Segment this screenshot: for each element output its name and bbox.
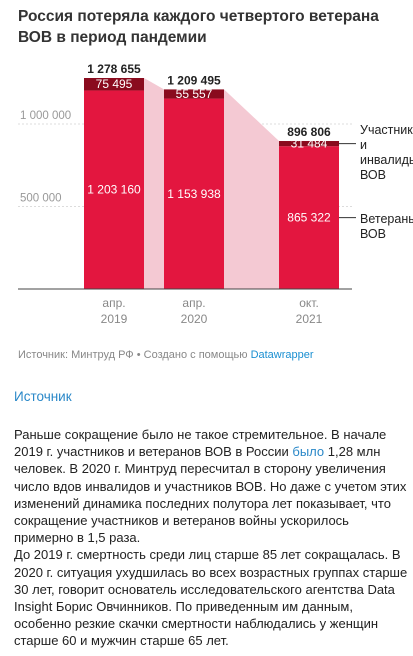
bar-participants (164, 89, 224, 99)
chart-source: Источник: Минтруд РФ • Создано с помощью… (18, 349, 314, 361)
bar-value-label: 55 557 (176, 87, 213, 101)
x-category-label: 2021 (296, 312, 323, 326)
bar-connector (224, 89, 279, 289)
article-paragraph-2: До 2019 г. смертность среди лиц старше 8… (14, 547, 408, 649)
bar-value-label: 865 322 (287, 211, 331, 225)
series-label-participants: ВОВ (360, 168, 386, 182)
article-body: Раньше сокращение было не такое стремите… (14, 426, 409, 650)
series-label-participants: и (360, 138, 367, 152)
article-text: 1,28 млн человек. В 2020 г. Минтруд пере… (14, 444, 407, 546)
article-text: Раньше сокращение было не такое стремите… (14, 427, 387, 460)
series-label-veterans: ВОВ (360, 227, 386, 241)
x-category-label: апр. (182, 296, 205, 310)
bar-participants (279, 141, 339, 147)
x-category-label: апр. (102, 296, 125, 310)
series-label-participants: инвалиды (360, 153, 413, 167)
bar-veterans (84, 90, 144, 289)
bar-veterans (279, 146, 339, 289)
source-text: Источник: Минтруд РФ • Создано с помощью (18, 349, 251, 361)
bar-value-label: 75 495 (96, 77, 133, 91)
datawrapper-link[interactable]: Datawrapper (250, 349, 314, 361)
bar-total-label: 1 278 655 (87, 62, 141, 76)
article-inline-link[interactable]: было (292, 444, 325, 460)
chart-title: Россия потеряла каждого четвертого ветер… (18, 8, 379, 46)
bar-value-label: 1 153 938 (167, 187, 221, 201)
bar-value-label: 31 484 (291, 137, 328, 151)
y-tick-label: 1 000 000 (20, 110, 71, 122)
bar-value-label: 1 203 160 (87, 183, 141, 197)
bar-total-label: 896 806 (287, 125, 331, 139)
bar-veterans (164, 98, 224, 289)
article-paragraph-1: Раньше сокращение было не такое стремите… (14, 426, 409, 546)
x-category-label: 2020 (181, 312, 208, 326)
bar-participants (84, 78, 144, 91)
x-category-label: окт. (299, 296, 319, 310)
series-label-veterans: Ветераны (360, 212, 413, 226)
source-link[interactable]: Источник (14, 389, 72, 404)
bar-total-label: 1 209 495 (167, 73, 221, 87)
bar-connector (144, 78, 164, 289)
x-category-label: 2019 (101, 312, 128, 326)
y-tick-label: 500 000 (20, 192, 62, 204)
